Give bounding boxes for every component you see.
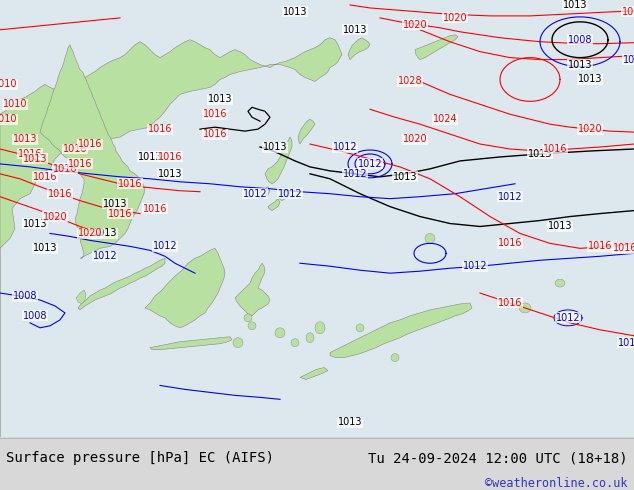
Text: 1016: 1016 bbox=[158, 152, 182, 162]
Text: 1013: 1013 bbox=[158, 169, 182, 179]
Text: 1012: 1012 bbox=[618, 338, 634, 348]
Ellipse shape bbox=[306, 333, 314, 343]
Text: 1013: 1013 bbox=[262, 142, 287, 152]
Text: 1013: 1013 bbox=[578, 74, 602, 84]
Text: 1013: 1013 bbox=[23, 154, 48, 164]
Text: 1013: 1013 bbox=[548, 221, 573, 231]
Text: 1020: 1020 bbox=[78, 228, 102, 239]
Text: 1020: 1020 bbox=[403, 134, 427, 144]
Text: 1012: 1012 bbox=[358, 159, 382, 169]
Ellipse shape bbox=[555, 279, 565, 287]
Text: 1013: 1013 bbox=[33, 244, 57, 253]
Text: 1020: 1020 bbox=[403, 20, 427, 30]
Polygon shape bbox=[300, 368, 328, 379]
Text: 1016: 1016 bbox=[498, 298, 522, 308]
Text: 1016: 1016 bbox=[612, 244, 634, 253]
Polygon shape bbox=[0, 38, 342, 437]
Text: Surface pressure [hPa] EC (AIFS): Surface pressure [hPa] EC (AIFS) bbox=[6, 451, 275, 465]
Text: 1012: 1012 bbox=[623, 54, 634, 65]
Text: 1012: 1012 bbox=[93, 251, 117, 261]
Text: 1013: 1013 bbox=[343, 25, 367, 35]
Text: 1016: 1016 bbox=[68, 159, 93, 169]
Polygon shape bbox=[278, 189, 290, 201]
Text: 1028: 1028 bbox=[398, 76, 422, 86]
Ellipse shape bbox=[315, 322, 325, 334]
Polygon shape bbox=[76, 290, 86, 304]
Text: 1013: 1013 bbox=[13, 134, 37, 144]
Text: 1012: 1012 bbox=[243, 189, 268, 199]
Polygon shape bbox=[150, 337, 232, 350]
Text: 1020: 1020 bbox=[42, 212, 67, 221]
Text: 1016: 1016 bbox=[53, 164, 77, 174]
Text: 1016: 1016 bbox=[48, 189, 72, 199]
Text: 1013: 1013 bbox=[527, 149, 552, 159]
Text: 1012: 1012 bbox=[278, 189, 302, 199]
Text: 1013: 1013 bbox=[93, 228, 117, 239]
Text: 1012: 1012 bbox=[463, 261, 488, 271]
Text: 1010: 1010 bbox=[0, 114, 17, 124]
Polygon shape bbox=[298, 119, 315, 144]
Ellipse shape bbox=[519, 303, 531, 313]
Polygon shape bbox=[78, 258, 165, 310]
Ellipse shape bbox=[356, 324, 364, 332]
Text: 1012: 1012 bbox=[555, 313, 580, 323]
Polygon shape bbox=[268, 198, 280, 211]
Text: 1013: 1013 bbox=[283, 7, 307, 17]
Text: 1016: 1016 bbox=[63, 144, 87, 154]
Text: 1013: 1013 bbox=[138, 152, 162, 162]
Polygon shape bbox=[258, 187, 270, 198]
Text: 1016: 1016 bbox=[118, 179, 142, 189]
Polygon shape bbox=[348, 38, 370, 60]
Text: 1016: 1016 bbox=[498, 238, 522, 248]
Text: 1024: 1024 bbox=[432, 114, 457, 124]
Text: 1013: 1013 bbox=[208, 95, 232, 104]
Text: 1013: 1013 bbox=[103, 198, 127, 209]
Polygon shape bbox=[235, 263, 270, 316]
Ellipse shape bbox=[233, 338, 243, 348]
Text: 1016: 1016 bbox=[143, 204, 167, 214]
Text: 1008: 1008 bbox=[568, 35, 592, 45]
Text: 1016: 1016 bbox=[543, 144, 567, 154]
Text: 1013: 1013 bbox=[563, 0, 587, 10]
Text: 1016: 1016 bbox=[203, 109, 227, 119]
Text: 1016: 1016 bbox=[588, 242, 612, 251]
Text: 1012: 1012 bbox=[153, 242, 178, 251]
Text: 1010: 1010 bbox=[3, 99, 27, 109]
Text: 1013: 1013 bbox=[568, 60, 592, 70]
Ellipse shape bbox=[244, 314, 252, 322]
Text: 1016: 1016 bbox=[148, 124, 172, 134]
Text: 1016: 1016 bbox=[78, 139, 102, 149]
Text: ©weatheronline.co.uk: ©weatheronline.co.uk bbox=[485, 477, 628, 490]
Text: 1020: 1020 bbox=[443, 13, 467, 23]
Text: 1008: 1008 bbox=[13, 291, 37, 301]
Text: 1010: 1010 bbox=[0, 79, 17, 90]
Text: 1016: 1016 bbox=[33, 172, 57, 182]
Polygon shape bbox=[40, 45, 145, 258]
Text: 1020: 1020 bbox=[578, 124, 602, 134]
Text: Tu 24-09-2024 12:00 UTC (18+18): Tu 24-09-2024 12:00 UTC (18+18) bbox=[368, 451, 628, 465]
Text: 1012: 1012 bbox=[343, 169, 367, 179]
Ellipse shape bbox=[425, 233, 435, 244]
Ellipse shape bbox=[291, 339, 299, 347]
Text: 1016: 1016 bbox=[622, 7, 634, 17]
Polygon shape bbox=[145, 248, 225, 328]
Polygon shape bbox=[415, 35, 458, 60]
Text: 1016: 1016 bbox=[18, 149, 42, 159]
Text: 1013: 1013 bbox=[23, 219, 48, 228]
Ellipse shape bbox=[248, 322, 256, 330]
Ellipse shape bbox=[391, 354, 399, 362]
Text: 1016: 1016 bbox=[203, 129, 227, 139]
Text: 1012: 1012 bbox=[333, 142, 358, 152]
Text: 1013: 1013 bbox=[338, 417, 362, 427]
Text: 1013: 1013 bbox=[392, 172, 417, 182]
Text: 1016: 1016 bbox=[108, 209, 133, 219]
Text: 1012: 1012 bbox=[498, 192, 522, 202]
Ellipse shape bbox=[275, 328, 285, 338]
Text: 1008: 1008 bbox=[23, 311, 48, 321]
Polygon shape bbox=[265, 137, 292, 184]
Polygon shape bbox=[330, 303, 472, 358]
